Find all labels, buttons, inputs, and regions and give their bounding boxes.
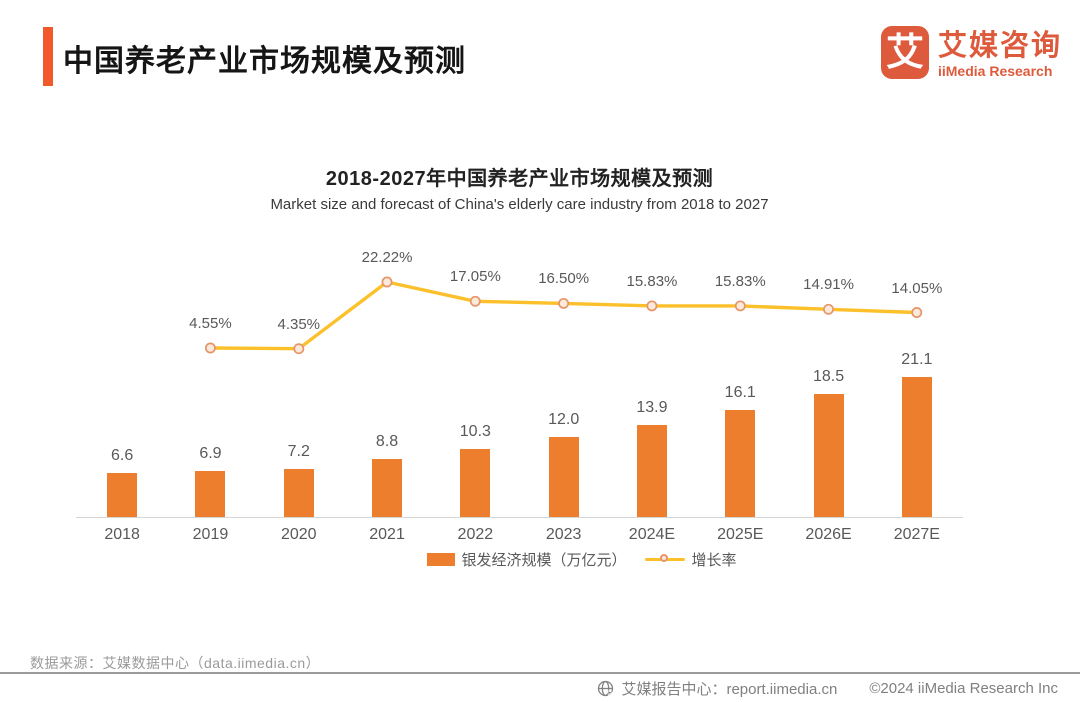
x-axis-label: 2027E — [893, 526, 940, 543]
bar-value-label: 12.0 — [548, 411, 580, 429]
x-axis-label: 2026E — [805, 526, 852, 543]
growth-rate-label: 4.55% — [189, 314, 232, 332]
bar-value-label: 18.5 — [812, 368, 845, 386]
growth-line-marker — [646, 300, 658, 312]
x-axis-label: 2019 — [192, 526, 229, 543]
bar-2020 — [283, 469, 314, 517]
report-center-text: 艾媒报告中心：report.iimedia.cn — [621, 681, 838, 698]
bar-value-label: 8.8 — [375, 432, 399, 450]
chart-title: 2018-2027年中国养老产业市场规模及预测 — [325, 168, 714, 190]
bar-value-label: 10.3 — [459, 422, 491, 440]
growth-rate-label: 4.35% — [277, 315, 321, 333]
x-axis-label: 2025E — [717, 526, 764, 543]
bar-value-label: 21.1 — [901, 350, 933, 368]
growth-line-chart — [204, 276, 923, 355]
growth-line-marker — [381, 276, 393, 288]
growth-line-marker — [734, 300, 746, 312]
growth-rate-label: 15.83% — [714, 272, 766, 290]
iimedia-logo-icon: 艾 — [880, 26, 929, 79]
chart-subtitle: Market size and forecast of China's elde… — [270, 196, 769, 213]
bar-2019 — [195, 471, 226, 517]
legend-line-swatch — [644, 553, 685, 566]
x-axis-label: 2022 — [457, 526, 494, 543]
bar-2024E — [636, 424, 667, 517]
data-source-note: 数据来源：艾媒数据中心（data.iimedia.cn） — [30, 655, 321, 671]
growth-rate-label: 16.50% — [538, 270, 590, 288]
growth-line-marker — [823, 303, 834, 315]
brand-name-en: iiMedia Research — [937, 62, 1053, 79]
growth-rate-label: 17.05% — [449, 268, 501, 286]
bar-2027E — [901, 376, 932, 517]
growth-line — [208, 280, 919, 351]
plot-area: 6.6 2018 6.9 2019 4.55% 7.2 2020 4.35% 8.8 2021 22… — [76, 240, 963, 569]
footer-divider — [0, 672, 1080, 674]
bar-value-label: 6.6 — [111, 447, 134, 465]
x-axis-label: 2024E — [628, 526, 676, 543]
copyright-text: ©2024 iiMedia Research Inc — [869, 680, 1058, 697]
x-axis-label: 2020 — [280, 526, 317, 543]
page-title: 中国养老产业市场规模及预测 — [63, 45, 466, 78]
growth-line-marker — [469, 295, 481, 307]
x-axis-line — [76, 517, 963, 518]
bar-2025E — [725, 410, 756, 517]
growth-rate-label: 15.83% — [626, 272, 678, 290]
growth-line-marker — [911, 307, 923, 318]
report-center: 艾媒报告中心：report.iimedia.cn — [597, 678, 837, 699]
title-accent-bar — [43, 27, 53, 86]
x-axis-label: 2018 — [104, 526, 140, 543]
bar-value-label: 16.1 — [724, 384, 756, 402]
growth-line-marker — [293, 343, 305, 355]
bar-2026E — [813, 394, 844, 517]
bar-2023 — [548, 437, 579, 517]
globe-cursor-icon — [598, 680, 616, 698]
x-axis-label: 2023 — [545, 526, 582, 543]
bar-value-label: 13.9 — [636, 398, 668, 416]
brand-logo: 艾 艾媒咨询 iiMedia Research — [880, 26, 1062, 79]
logo-glyph: 艾 — [885, 31, 924, 74]
chart-legend: 银发经济规模（万亿元） 增长率 — [426, 549, 737, 570]
growth-line-marker — [558, 297, 570, 309]
growth-rate-label: 14.05% — [891, 279, 943, 297]
brand-logo-text: 艾媒咨询 iiMedia Research — [938, 26, 1062, 79]
bar-value-label: 6.9 — [199, 445, 222, 463]
growth-rate-label: 22.22% — [361, 249, 413, 266]
x-axis-label: 2021 — [369, 526, 405, 543]
legend-line-label: 增长率 — [691, 552, 737, 569]
bar-2022 — [460, 448, 491, 517]
growth-line-marker — [204, 342, 216, 354]
growth-rate-label: 14.91% — [803, 276, 854, 294]
bar-2021 — [372, 458, 403, 517]
bar-2018 — [107, 473, 138, 517]
page-footer: 艾媒报告中心：report.iimedia.cn ©2024 iiMedia R… — [597, 678, 1058, 699]
bar-value-label: 7.2 — [287, 443, 310, 461]
legend-bar-swatch — [426, 553, 455, 566]
brand-name-cn: 艾媒咨询 — [937, 30, 1062, 62]
legend-bar-label: 银发经济规模（万亿元） — [461, 552, 627, 569]
